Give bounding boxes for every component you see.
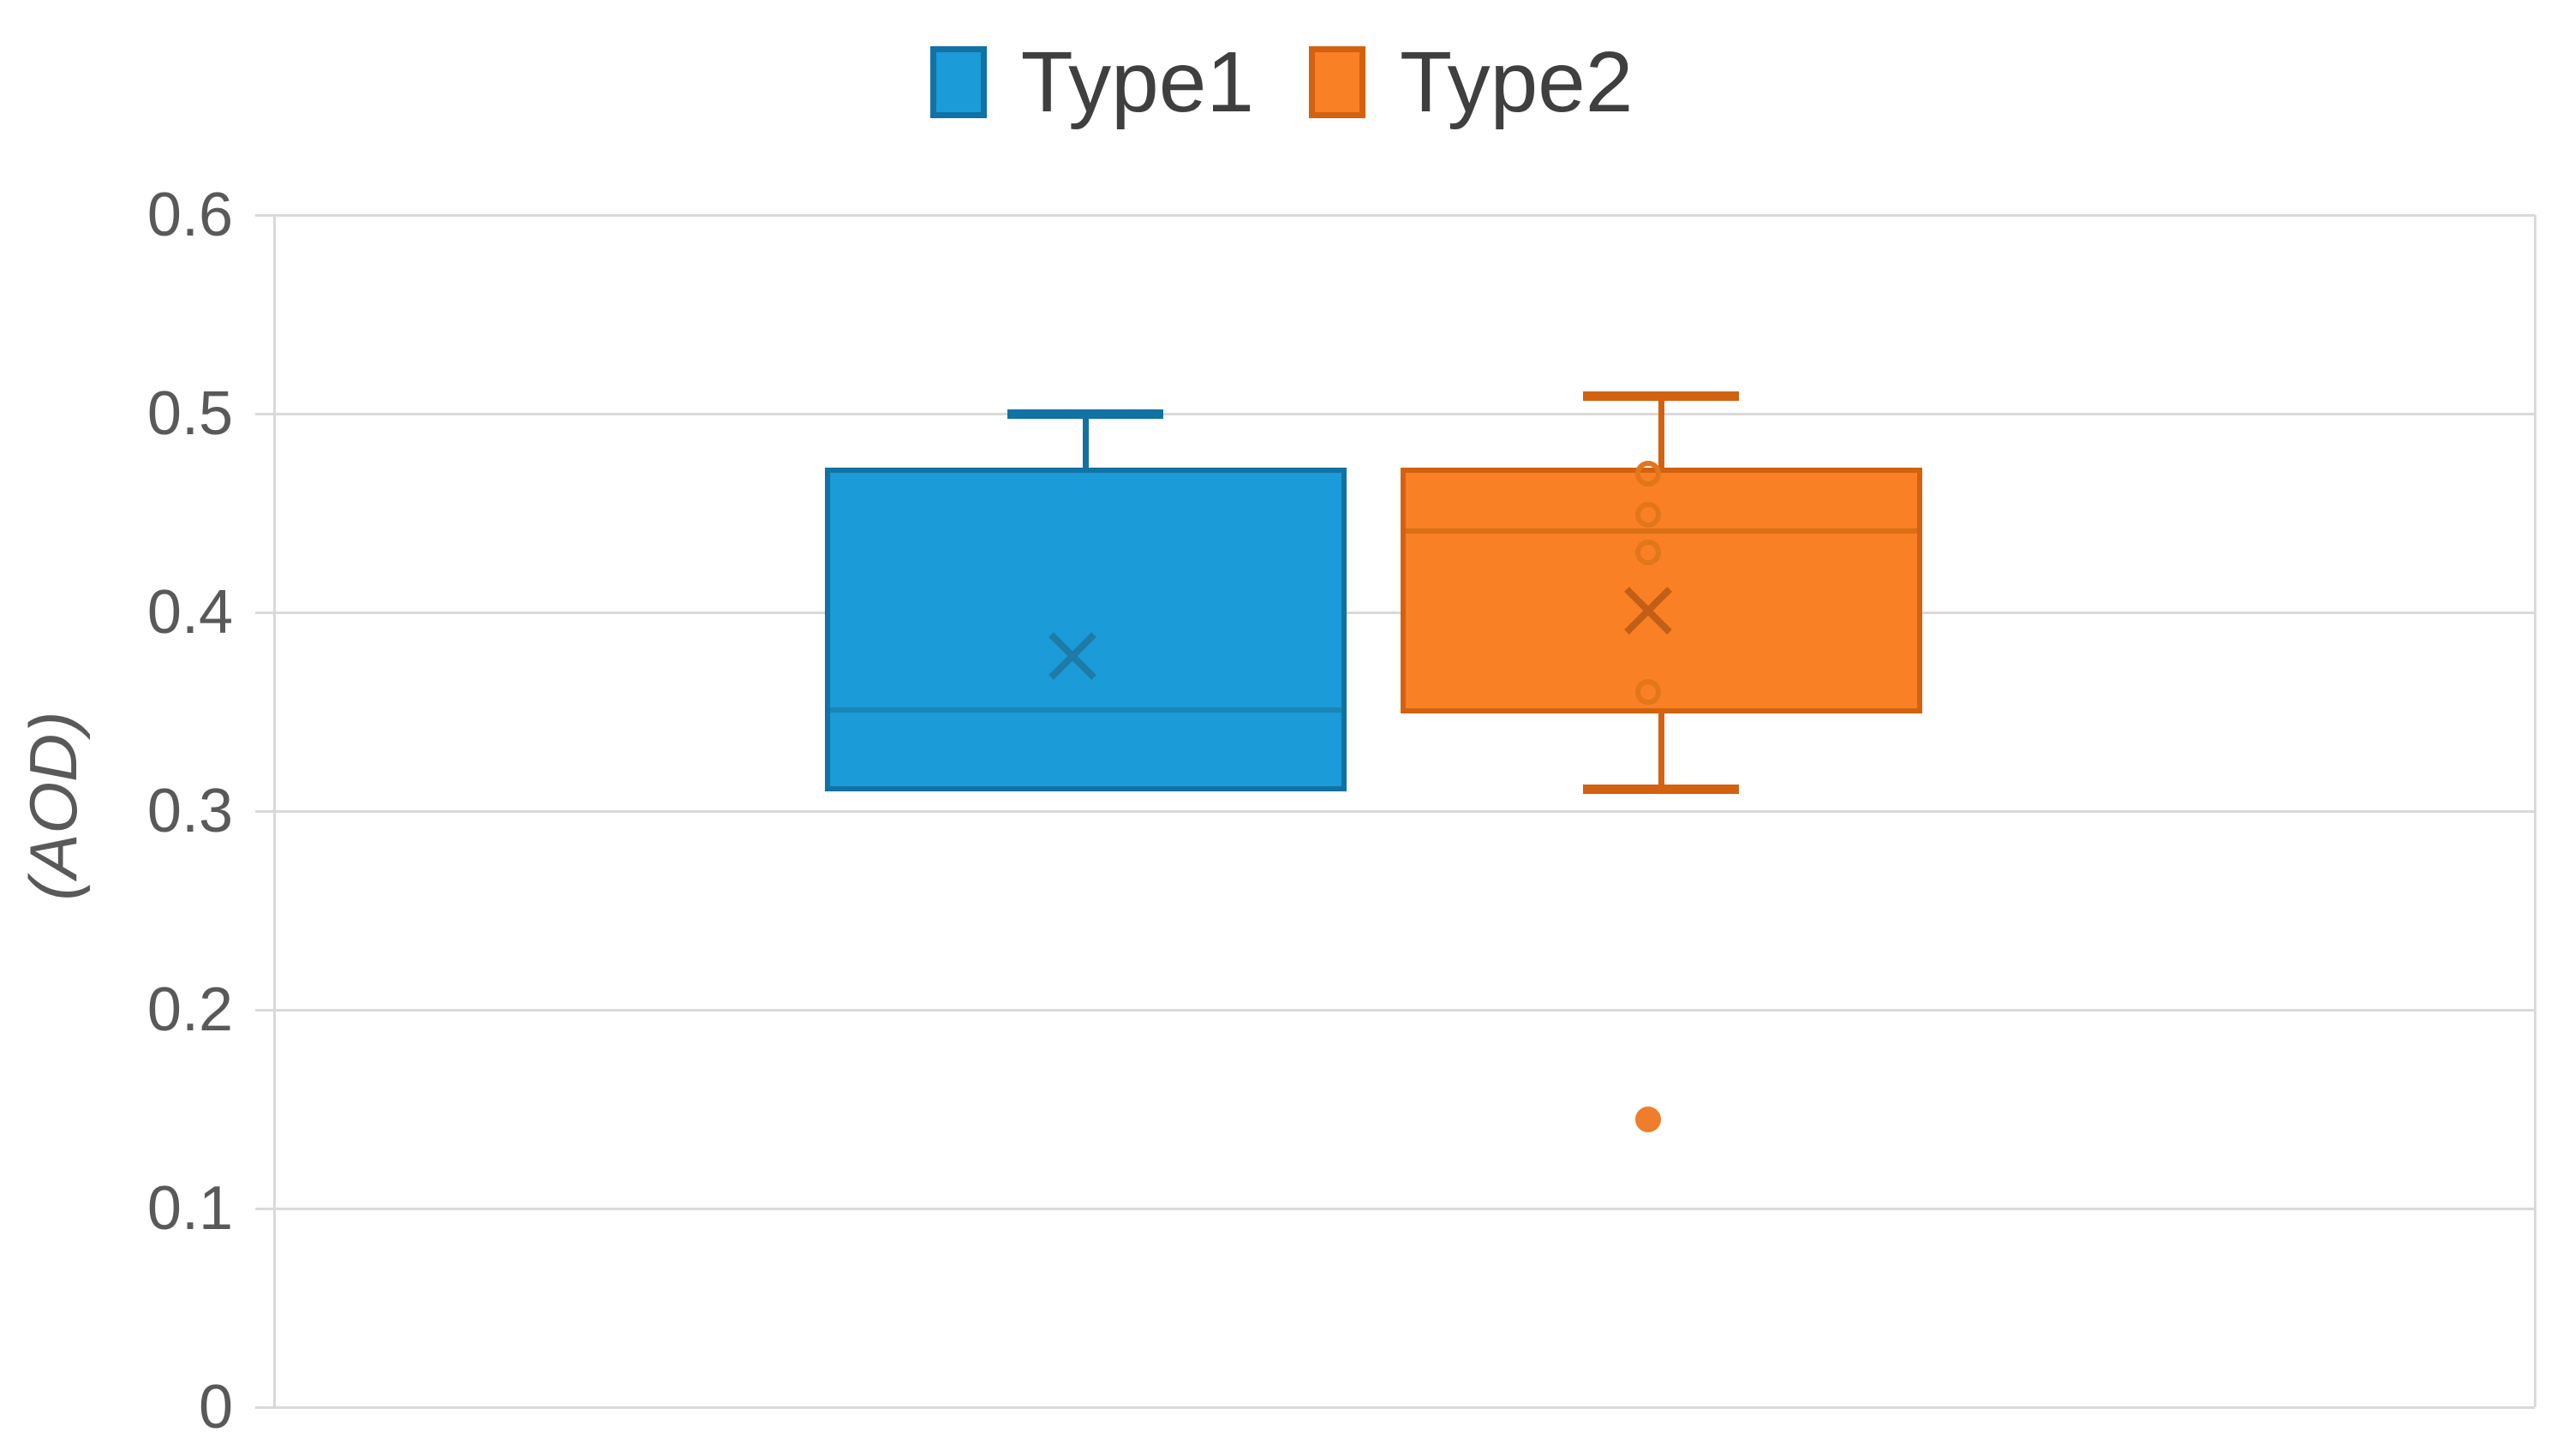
gridline xyxy=(274,1008,2535,1011)
legend-label-type2: Type2 xyxy=(1400,34,1634,130)
type1-mean-marker xyxy=(1044,628,1101,684)
type1-series-swatch-icon xyxy=(929,46,987,118)
y-tick-label: 0.3 xyxy=(146,777,233,845)
gridline xyxy=(274,809,2535,813)
gridline xyxy=(274,213,2535,217)
type2-data-point xyxy=(1635,540,1661,566)
legend-item-type2: Type2 xyxy=(1309,39,1633,125)
type1-box xyxy=(824,467,1347,791)
type2-data-point xyxy=(1635,460,1661,486)
y-tick-label: 0.1 xyxy=(146,1174,233,1243)
gridline xyxy=(274,1405,2535,1409)
gridline xyxy=(274,1207,2535,1210)
type2-data-point xyxy=(1635,502,1661,528)
axis-tick xyxy=(255,1405,274,1409)
y-tick-label: 0.2 xyxy=(146,976,233,1044)
y-tick-label: 0.4 xyxy=(146,578,233,647)
type1-median-line xyxy=(829,707,1341,713)
legend-label-type1: Type1 xyxy=(1020,34,1254,130)
legend: Type1 Type2 xyxy=(0,39,2563,125)
y-tick-label: 0 xyxy=(198,1373,233,1441)
axis-tick xyxy=(255,412,274,415)
y-tick-label: 0.6 xyxy=(146,181,233,249)
plot-border-left xyxy=(272,215,276,1407)
type2-outlier-point xyxy=(1635,1106,1661,1132)
axis-tick xyxy=(255,1207,274,1210)
type2-upper-whisker-cap xyxy=(1583,391,1739,401)
type2-series-swatch-icon xyxy=(1309,46,1365,118)
type2-mean-marker xyxy=(1620,582,1676,639)
type2-median-line xyxy=(1405,528,1917,534)
gridline xyxy=(274,412,2535,415)
type2-upper-whisker xyxy=(1658,396,1664,468)
type2-box xyxy=(1400,467,1922,714)
type2-lower-whisker-cap xyxy=(1583,784,1739,794)
y-tick-label: 0.5 xyxy=(146,379,233,448)
type1-upper-whisker xyxy=(1082,414,1089,468)
plot-border-right xyxy=(2533,215,2536,1407)
axis-tick xyxy=(255,1008,274,1011)
axis-tick xyxy=(255,809,274,813)
type2-lower-whisker xyxy=(1658,713,1664,790)
axis-tick xyxy=(255,611,274,614)
type2-data-point xyxy=(1635,678,1661,705)
axis-tick xyxy=(255,213,274,217)
legend-item-type1: Type1 xyxy=(929,34,1254,130)
type1-upper-whisker-cap xyxy=(1007,409,1163,419)
